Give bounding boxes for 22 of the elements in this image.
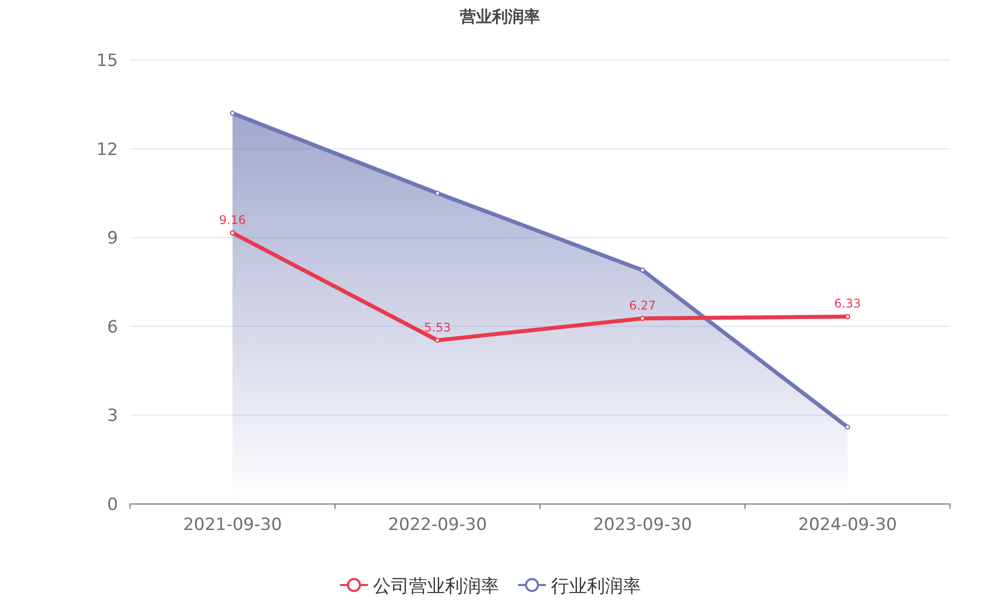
y-tick-label: 0 [107, 495, 118, 515]
point [434, 190, 440, 196]
y-tick-label: 9 [107, 228, 118, 249]
legend-label: 行业利润率 [551, 576, 641, 597]
y-tick-label: 15 [96, 51, 118, 71]
data-label: 6.33 [834, 296, 861, 311]
data-label: 6.27 [629, 298, 656, 312]
data-label: 9.16 [219, 212, 246, 227]
point [230, 110, 236, 116]
x-tick-label: 2022-09-30 [388, 515, 487, 535]
legend-label: 公司营业利润率 [373, 576, 499, 597]
chart-title: 营业利润率 [459, 7, 540, 26]
x-tick-label: 2023-09-30 [593, 515, 692, 535]
point [230, 230, 236, 236]
data-label: 5.53 [424, 320, 451, 334]
y-tick-label: 12 [96, 140, 118, 160]
point [640, 268, 646, 273]
x-tick-label: 2021-09-30 [183, 515, 282, 535]
y-tick-label: 6 [107, 317, 118, 338]
y-tick-label: 3 [107, 406, 118, 426]
point [844, 424, 850, 430]
x-tick-label: 2024-09-30 [798, 515, 897, 535]
